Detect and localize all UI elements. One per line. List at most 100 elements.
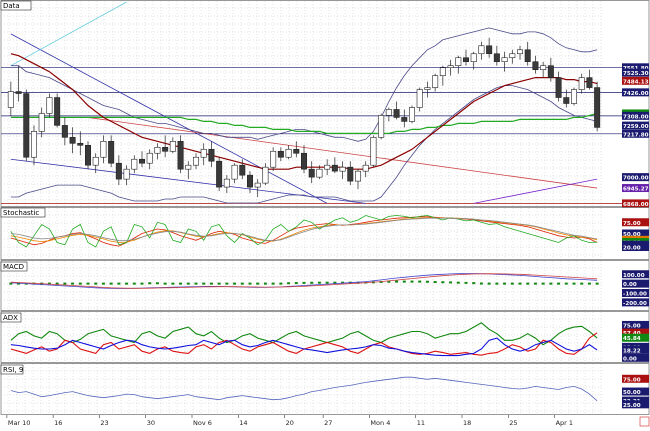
candle-body (393, 109, 400, 118)
stoch-panel-frame (0, 207, 650, 260)
candle-body (69, 137, 76, 144)
rsi-tag: 75.00 (623, 377, 641, 383)
macd-histogram-bar (310, 281, 314, 284)
price-tag: 7426.00 (623, 91, 649, 97)
bollinger-upper-line (10, 27, 598, 142)
rsi-tag-box (622, 400, 649, 409)
stochastic-line (10, 216, 598, 247)
price-tag-box (622, 68, 649, 77)
macd-panel-label-box (0, 261, 28, 272)
macd-histogram-bar (472, 282, 476, 285)
candle-body (331, 164, 338, 172)
macd-histogram-bar (279, 282, 283, 285)
candle-body (401, 117, 408, 122)
x-tick-label: 20 (286, 419, 294, 427)
bollinger-lower-line (10, 85, 598, 204)
macd-histogram-bar (302, 281, 306, 284)
price-tag-box (622, 88, 649, 97)
macd-line (10, 273, 598, 289)
x-tick-label: Apr 1 (556, 419, 573, 427)
candle-body (432, 75, 439, 88)
candle-body (424, 87, 431, 90)
price-tag-box (622, 184, 649, 193)
adx-tag: 75.00 (623, 323, 641, 329)
candle-body (385, 109, 392, 116)
price-tag-box (622, 173, 649, 182)
candle-body (285, 148, 292, 158)
x-tick-label: 23 (100, 419, 108, 427)
macd-histogram-bar (418, 280, 422, 283)
candle-body (570, 89, 577, 104)
candle-body (370, 137, 377, 166)
macd-histogram-bar (510, 282, 514, 285)
candle-body (524, 49, 531, 63)
macd-histogram-bar (456, 281, 460, 284)
rsi-panel-label: RSI, 9 (3, 366, 23, 374)
candle-body (316, 168, 323, 178)
candle-body (146, 152, 153, 164)
macd-histogram-bar (541, 282, 545, 285)
panel-labels: Data Stochastic MACD ADX RSI, 9 (0, 0, 46, 375)
panels-layer: 7551.807525.307484.137426.007320.007308.… (0, 0, 650, 415)
x-tick-label: 11 (417, 419, 425, 427)
rsi-line (10, 376, 598, 402)
candle-body (470, 53, 477, 63)
candle-body (462, 57, 469, 63)
macd-histogram-bar (155, 282, 159, 285)
macd-histogram-bar (9, 282, 13, 285)
stochastic-line (10, 215, 598, 248)
macd-histogram-bar (479, 282, 483, 285)
candle-body (547, 65, 554, 78)
macd-histogram-bar (402, 280, 406, 283)
macd-panel: 100.00 0.00 -100.00 -200.00 (0, 260, 650, 311)
price-panel: 7551.807525.307484.137426.007320.007308.… (0, 0, 650, 208)
candle-body (501, 57, 508, 63)
stochastic-tag: 75.00 (623, 221, 641, 227)
candle-body (54, 97, 61, 126)
price-tag: 7259.00 (623, 124, 649, 130)
macd-histogram-bar (125, 282, 129, 285)
x-tick-label: Mon 4 (370, 419, 390, 427)
candle-body (347, 166, 354, 182)
candle-body (131, 158, 138, 170)
candle-body (100, 141, 107, 158)
macd-histogram-bar (572, 282, 576, 285)
macd-histogram-bar (148, 282, 152, 285)
stochastic-line (10, 217, 598, 242)
macd-histogram-bar (333, 281, 337, 284)
adx-panel: 75.0057.4045.8425.0018.220.00 (0, 311, 650, 363)
x-axis: Mar 10 16 23 30 Nov 6 14 20 27 Mon 4 11 18 25 Apr 1 (1, 415, 622, 427)
stoch-panel-label-box (0, 207, 46, 218)
candle-body (555, 77, 562, 98)
adx-tag: 0.00 (623, 356, 637, 362)
candle-body (216, 160, 223, 188)
stochastic-tag-box (622, 218, 649, 227)
price-tag-box (622, 129, 649, 138)
macd-histogram-bar (217, 282, 221, 285)
corner-scroll-button[interactable] (639, 416, 650, 427)
adx-tag-box (622, 333, 649, 342)
price-panel-frame (0, 0, 650, 207)
price-panel-label-box (0, 0, 32, 11)
price-tag: 6945.27 (623, 187, 649, 193)
macd-histogram-bar (263, 282, 267, 285)
rsi-tag: 25.00 (623, 403, 641, 409)
rsi-tag-box (622, 374, 649, 383)
adx-tag-box (622, 353, 649, 362)
stochastic-line (10, 217, 598, 243)
adx-tag: 18.22 (623, 348, 641, 354)
macd-histogram-bar (17, 282, 21, 285)
price-trendline (10, 33, 328, 204)
adx-tag-box (622, 328, 649, 337)
candle-body (378, 115, 385, 138)
candle-body (61, 125, 68, 138)
macd-histogram-bar (317, 281, 321, 284)
macd-histogram-bar (55, 282, 59, 285)
macd-histogram-bar (248, 282, 252, 285)
candle-body (46, 97, 53, 114)
macd-histogram-bar (425, 280, 429, 283)
price-tag-box (622, 111, 649, 120)
candle-body (324, 164, 331, 170)
macd-histogram-bar (256, 282, 260, 285)
